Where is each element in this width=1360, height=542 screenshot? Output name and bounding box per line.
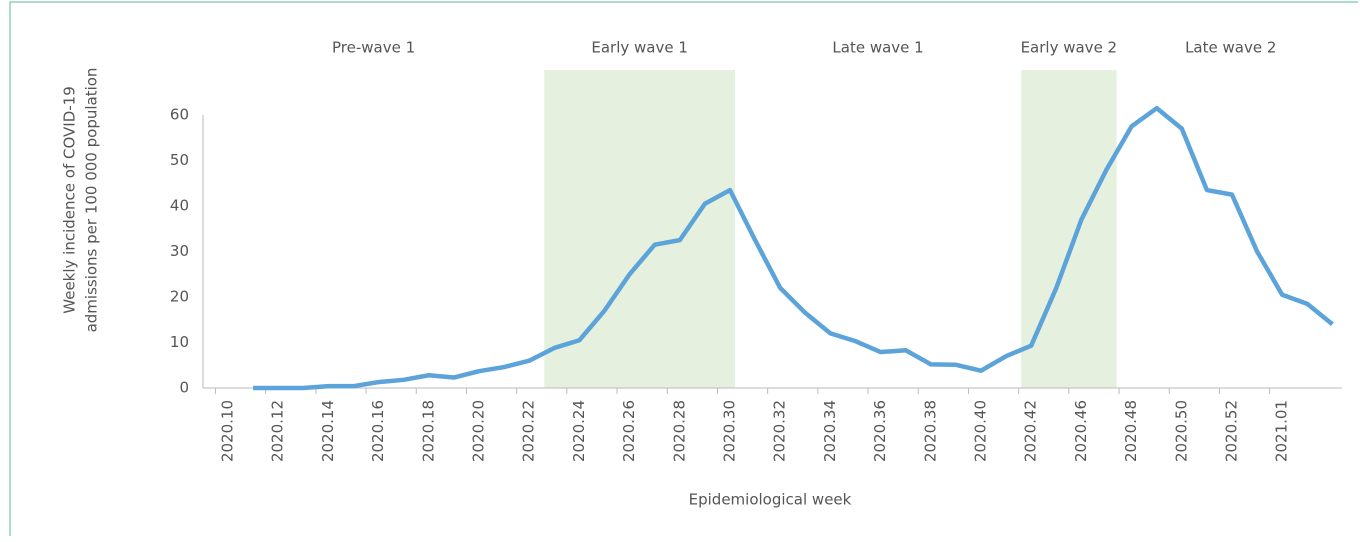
period-shade	[544, 70, 736, 388]
x-tick-label: 2020.46	[1072, 400, 1090, 462]
y-tick-label: 20	[170, 288, 189, 306]
x-tick-label: 2020.52	[1223, 400, 1241, 462]
x-tick-label: 2020.42	[1022, 400, 1040, 462]
frame	[9, 1, 1358, 536]
y-axis-title: Weekly incidence of COVID-19	[61, 86, 79, 313]
period-label: Pre-wave 1	[332, 39, 415, 57]
y-tick-label: 30	[170, 242, 189, 260]
x-tick-label: 2020.26	[620, 400, 638, 462]
period-label: Late wave 1	[832, 39, 923, 57]
y-tick-label: 40	[170, 197, 189, 215]
x-tick-label: 2020.36	[871, 400, 889, 462]
period-label: Early wave 2	[1021, 39, 1118, 57]
y-tick-label: 0	[179, 379, 189, 397]
x-tick-label: 2020.40	[972, 400, 990, 462]
x-tick-label: 2020.24	[570, 400, 588, 462]
x-axis-title: Epidemiological week	[689, 491, 852, 509]
y-tick-label: 60	[170, 106, 189, 124]
x-tick-label: 2020.34	[821, 400, 839, 462]
x-tick-label: 2020.18	[419, 400, 437, 462]
y-tick-label: 10	[170, 333, 189, 351]
x-tick-label: 2020.30	[721, 400, 739, 462]
x-tick-label: 2020.48	[1122, 400, 1140, 462]
y-tick-label: 50	[170, 151, 189, 169]
x-tick-label: 2020.12	[269, 400, 287, 462]
x-tick-label: 2020.14	[319, 400, 337, 462]
x-tick-label: 2021.01	[1273, 400, 1291, 462]
x-tick-label: 2020.20	[470, 400, 488, 462]
x-tick-label: 2020.50	[1172, 400, 1190, 462]
x-tick-label: 2020.28	[670, 400, 688, 462]
x-tick-label: 2020.22	[520, 400, 538, 462]
x-tick-label: 2020.10	[219, 400, 237, 462]
y-axis-title: admissions per 100 000 population	[83, 68, 101, 333]
x-tick-label: 2020.16	[369, 400, 387, 462]
x-tick-label: 2020.32	[771, 400, 789, 462]
period-label: Early wave 1	[591, 39, 688, 57]
period-label: Late wave 2	[1185, 39, 1276, 57]
x-tick-label: 2020.38	[921, 400, 939, 462]
data-line	[253, 105, 1334, 391]
